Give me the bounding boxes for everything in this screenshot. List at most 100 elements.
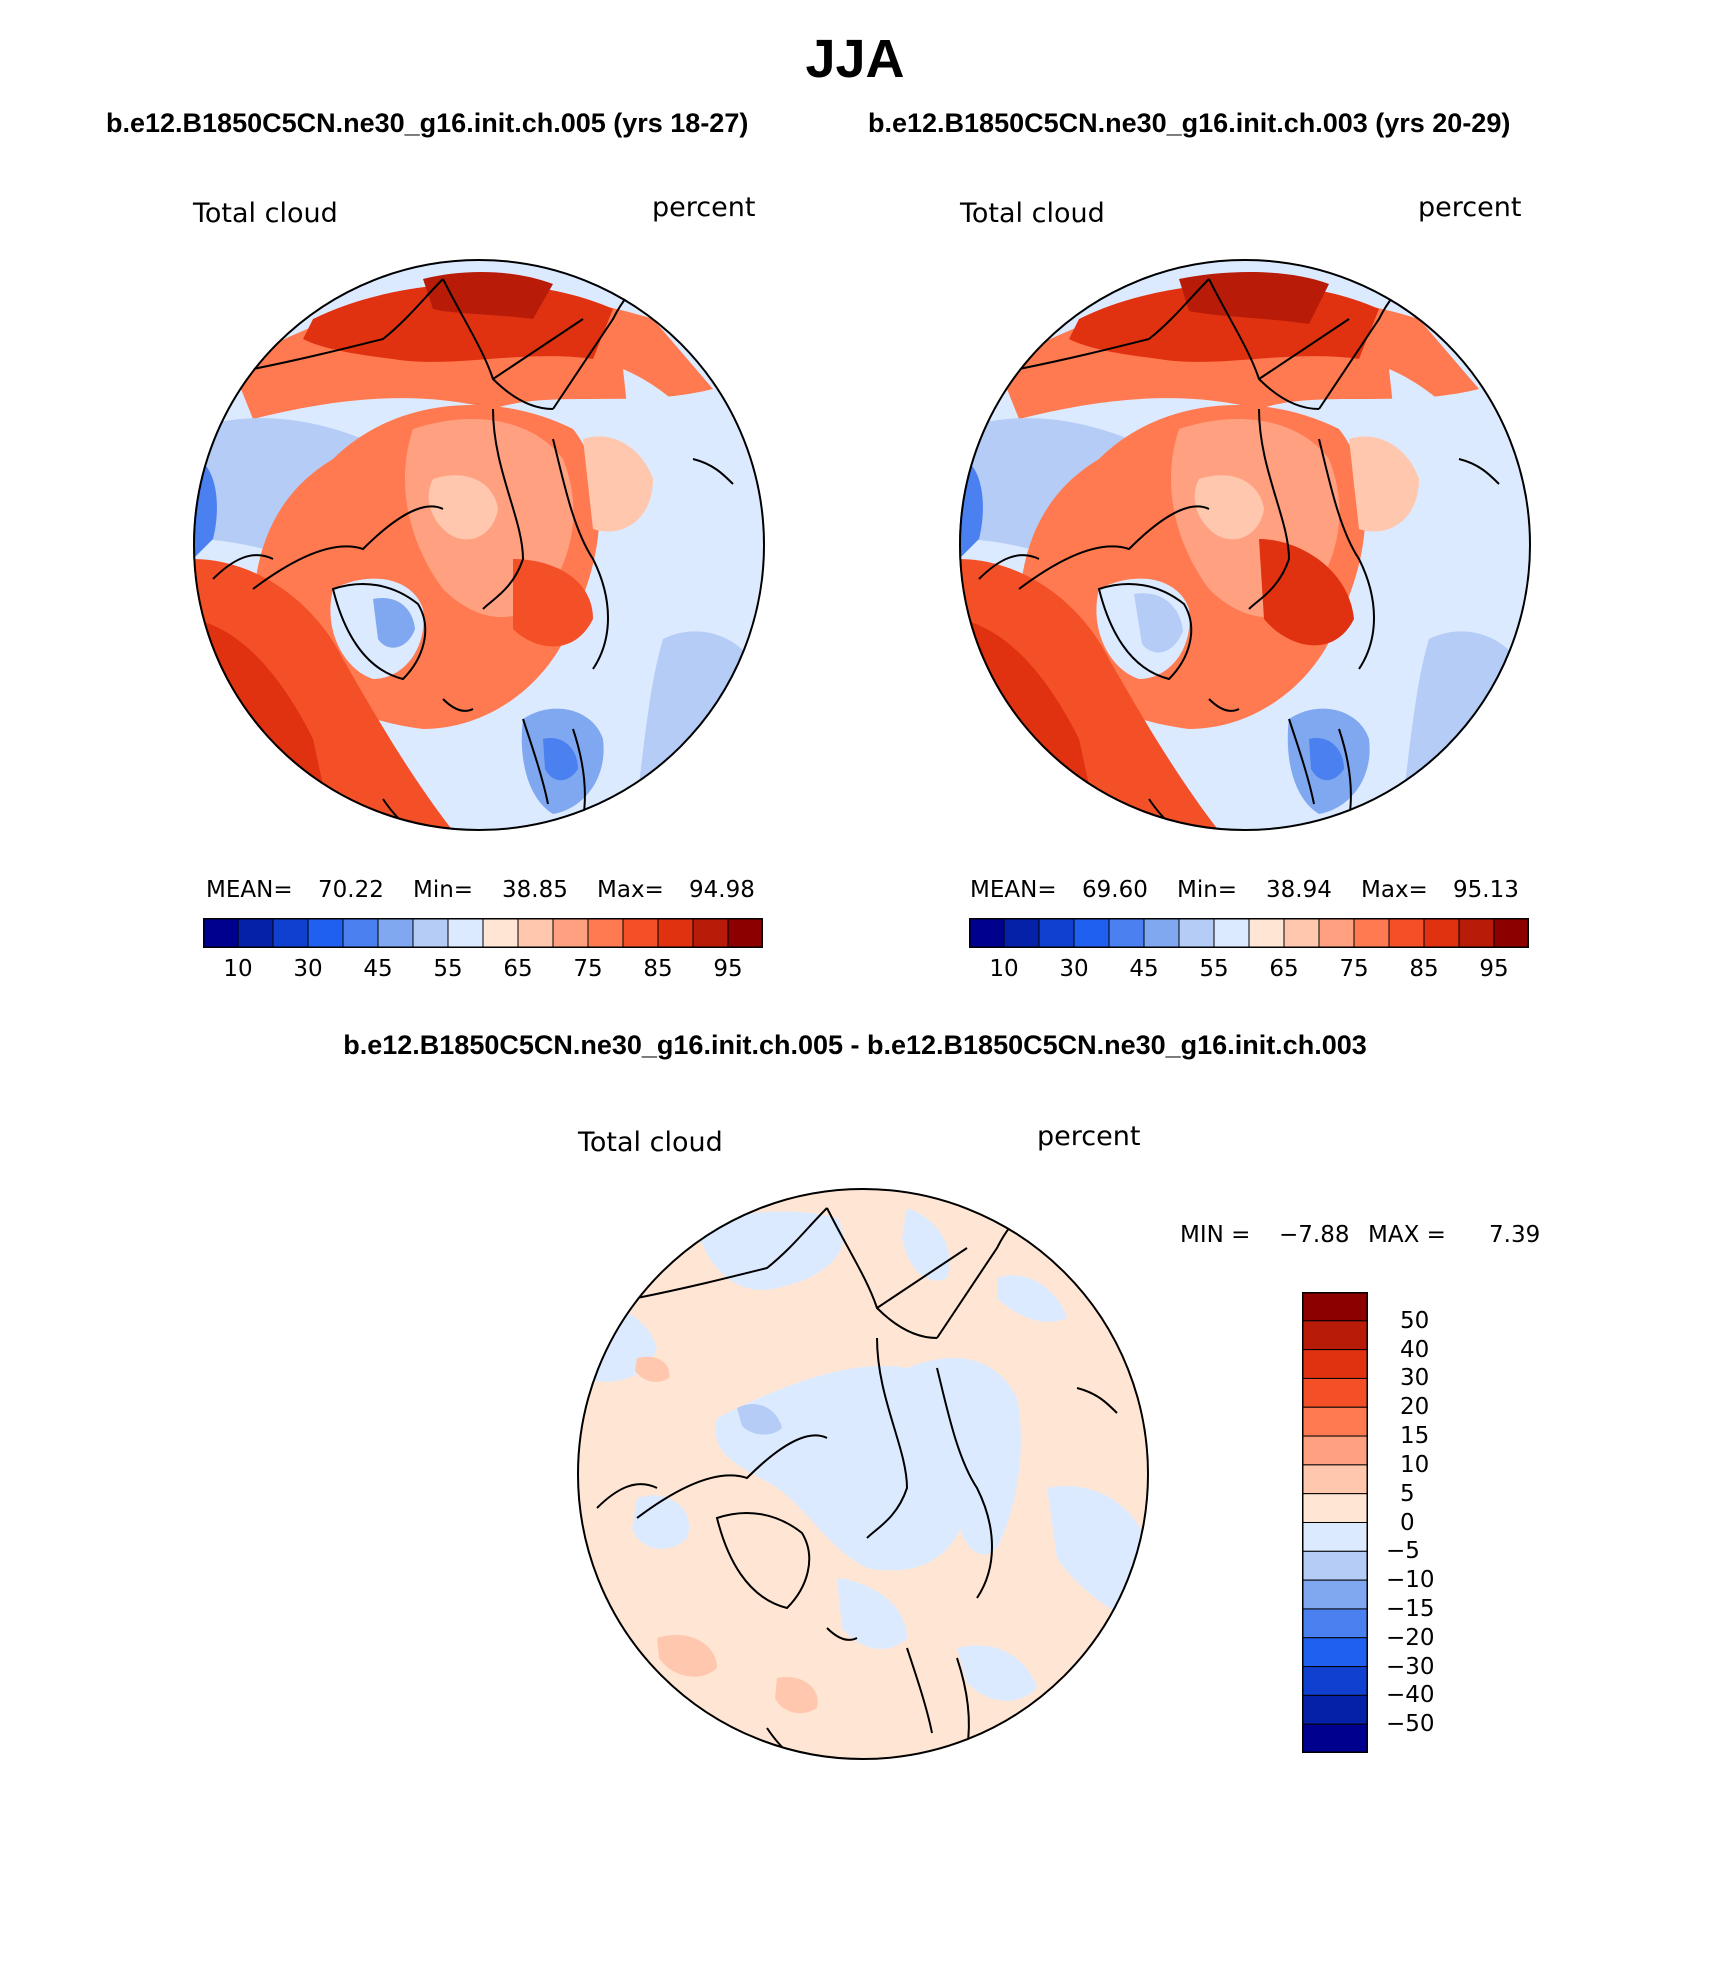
diff-colorbar-swatch (1302, 1349, 1368, 1379)
panel1-max-value: 94.98 (689, 877, 755, 903)
colorbar-swatch (342, 918, 379, 948)
diff-colorbar-tick-label: −15 (1386, 1595, 1435, 1622)
colorbar-swatch (1073, 918, 1110, 948)
diff-colorbar-swatch (1302, 1666, 1368, 1696)
case-a-title: b.e12.B1850C5CN.ne30_g16.init.ch.005 (yr… (106, 108, 749, 138)
panel1-polar-map (193, 259, 765, 831)
diff-colorbar-swatch (1302, 1608, 1368, 1639)
diff-colorbar-swatch (1302, 1637, 1368, 1668)
panel3-max-value: 7.39 (1489, 1222, 1541, 1248)
panel1-colorbar-ticks: 10 30 45 55 65 75 85 95 (203, 956, 763, 986)
panel1-colorbar (203, 918, 763, 948)
diff-title: b.e12.B1850C5CN.ne30_g16.init.ch.005 - b… (343, 1030, 1367, 1060)
colorbar-tick-label: 45 (363, 956, 393, 982)
panel2-min-value: 38.94 (1266, 877, 1332, 903)
diff-colorbar-swatch (1302, 1406, 1368, 1437)
panel1-units-label: percent (652, 192, 756, 223)
colorbar-swatch (1213, 918, 1250, 948)
colorbar-swatch (1178, 918, 1215, 948)
colorbar-swatch (969, 918, 1005, 948)
colorbar-swatch (1003, 918, 1040, 948)
colorbar-swatch (657, 918, 694, 948)
colorbar-tick-label: 45 (1129, 956, 1159, 982)
colorbar-swatch (1108, 918, 1145, 948)
diff-colorbar-tick-label: −20 (1386, 1624, 1435, 1651)
colorbar-tick-label: 75 (1339, 956, 1369, 982)
diff-colorbar-tick-label: −30 (1386, 1653, 1435, 1680)
case-b-title: b.e12.B1850C5CN.ne30_g16.init.ch.003 (yr… (868, 108, 1511, 138)
diff-colorbar-swatch (1302, 1377, 1368, 1408)
panel2-variable-label: Total cloud (960, 198, 1105, 229)
colorbar-swatch (1038, 918, 1075, 948)
colorbar-swatch (377, 918, 414, 948)
colorbar-tick-label: 55 (433, 956, 463, 982)
colorbar-swatch (622, 918, 659, 948)
panel3-max-label: MAX = (1368, 1222, 1446, 1248)
diff-colorbar-swatch (1302, 1694, 1368, 1725)
diff-colorbar-tick-label: −5 (1386, 1538, 1420, 1565)
panel2-min-label: Min= (1177, 877, 1238, 903)
colorbar-tick-label: 30 (1059, 956, 1089, 982)
panel1-variable-label: Total cloud (193, 198, 338, 229)
colorbar-tick-label: 30 (293, 956, 323, 982)
colorbar-swatch (1388, 918, 1425, 948)
colorbar-swatch (203, 918, 239, 948)
diff-colorbar-swatch (1302, 1723, 1368, 1753)
diff-colorbar-swatch (1302, 1292, 1368, 1322)
colorbar-swatch (1493, 918, 1529, 948)
colorbar-tick-label: 75 (573, 956, 603, 982)
panel2-colorbar (969, 918, 1529, 948)
colorbar-swatch (272, 918, 309, 948)
diff-colorbar-swatch (1302, 1493, 1368, 1523)
colorbar-tick-label: 95 (713, 956, 743, 982)
panel1-mean-value: 70.22 (318, 877, 384, 903)
colorbar-swatch (552, 918, 589, 948)
panel3-polar-map (577, 1188, 1149, 1760)
colorbar-swatch (237, 918, 274, 948)
colorbar-swatch (1353, 918, 1390, 948)
colorbar-tick-label: 95 (1479, 956, 1509, 982)
colorbar-swatch (587, 918, 624, 948)
colorbar-tick-label: 65 (1269, 956, 1299, 982)
panel2-max-label: Max= (1361, 877, 1428, 903)
diff-colorbar-tick-label: −10 (1386, 1567, 1435, 1594)
diff-colorbar (1302, 1292, 1368, 1753)
panel1-max-label: Max= (597, 877, 664, 903)
colorbar-swatch (1143, 918, 1180, 948)
colorbar-swatch (1248, 918, 1285, 948)
page-title: JJA (805, 29, 905, 89)
colorbar-swatch (1318, 918, 1355, 948)
panel1-min-label: Min= (413, 877, 474, 903)
panel3-variable-label: Total cloud (578, 1127, 723, 1158)
diff-colorbar-tick-label: 0 (1400, 1509, 1415, 1536)
colorbar-swatch (517, 918, 554, 948)
colorbar-swatch (307, 918, 344, 948)
colorbar-swatch (447, 918, 484, 948)
diff-colorbar-tick-label: 15 (1400, 1423, 1430, 1450)
colorbar-tick-label: 85 (1409, 956, 1439, 982)
colorbar-swatch (482, 918, 519, 948)
diff-colorbar-tick-label: 5 (1400, 1480, 1415, 1507)
diff-colorbar-tick-label: 50 (1400, 1307, 1430, 1334)
panel2-mean-label: MEAN= (970, 877, 1057, 903)
diff-colorbar-tick-label: 20 (1400, 1394, 1430, 1421)
colorbar-swatch (1458, 918, 1495, 948)
colorbar-swatch (412, 918, 449, 948)
diff-colorbar-swatch (1302, 1435, 1368, 1466)
diff-colorbar-tick-label: 40 (1400, 1336, 1430, 1363)
colorbar-swatch (1283, 918, 1320, 948)
colorbar-tick-label: 10 (223, 956, 253, 982)
panel2-units-label: percent (1418, 192, 1522, 223)
diff-colorbar-swatch (1302, 1320, 1368, 1351)
diff-colorbar-ticks: 50 40 30 20 15 10 5 0 −5 −10 −15 −20 −30 −40 −50 (1386, 1292, 1506, 1753)
panel2-colorbar-ticks: 10 30 45 55 65 75 85 95 (969, 956, 1529, 986)
panel1-mean-label: MEAN= (206, 877, 293, 903)
panel3-min-label: MIN = (1180, 1222, 1251, 1248)
panel3-min-value: −7.88 (1279, 1222, 1350, 1248)
colorbar-swatch (727, 918, 763, 948)
panel2-polar-map (959, 259, 1531, 831)
panel3-units-label: percent (1037, 1121, 1141, 1152)
colorbar-tick-label: 85 (643, 956, 673, 982)
diff-colorbar-tick-label: 30 (1400, 1365, 1430, 1392)
panel2-mean-value: 69.60 (1082, 877, 1148, 903)
